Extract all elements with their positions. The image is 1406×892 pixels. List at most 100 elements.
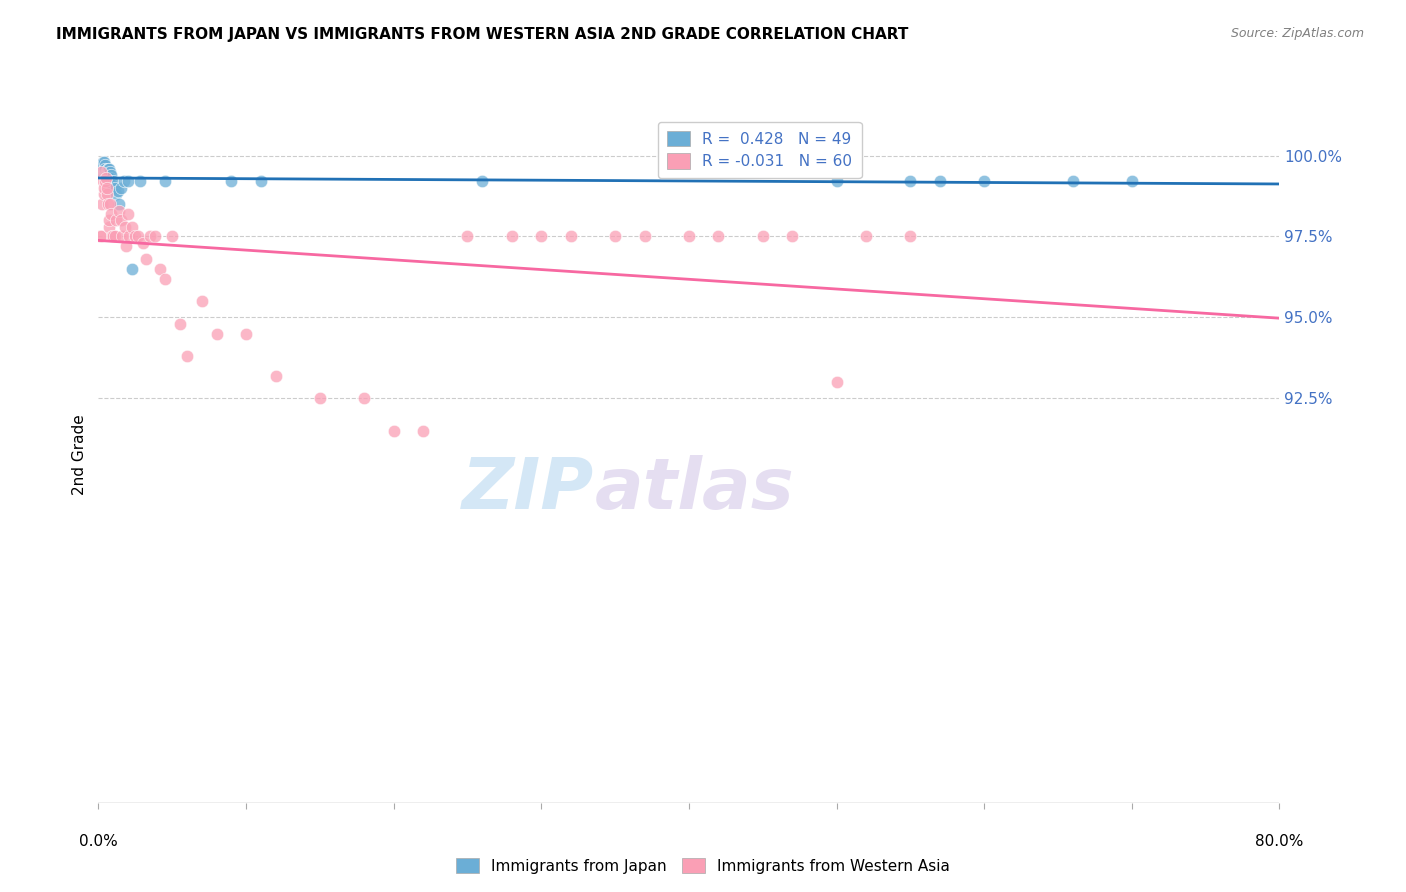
Point [176, 349, 198, 363]
Point [139, 229, 162, 244]
Point [169, 317, 191, 331]
Point [94, 165, 117, 179]
Point [91, 158, 114, 172]
Point [124, 229, 146, 244]
Point [825, 375, 848, 389]
Point [93, 181, 115, 195]
Point [973, 174, 995, 188]
Point [101, 178, 124, 192]
Point [89, 229, 111, 244]
Point [501, 229, 523, 244]
Point [100, 178, 122, 192]
Point [382, 424, 405, 438]
Point [94, 168, 117, 182]
Point [1062, 174, 1084, 188]
Point [221, 174, 243, 188]
Point [112, 174, 135, 188]
Point [353, 392, 375, 406]
Point [91, 165, 114, 179]
Point [153, 271, 176, 285]
Point [128, 174, 150, 188]
Point [127, 229, 149, 244]
Point [471, 174, 494, 188]
Point [97, 219, 120, 234]
Text: Source: ZipAtlas.com: Source: ZipAtlas.com [1230, 27, 1364, 40]
Point [104, 181, 127, 195]
Point [105, 187, 128, 202]
Text: IMMIGRANTS FROM JAPAN VS IMMIGRANTS FROM WESTERN ASIA 2ND GRADE CORRELATION CHAR: IMMIGRANTS FROM JAPAN VS IMMIGRANTS FROM… [56, 27, 908, 42]
Point [110, 181, 132, 195]
Point [93, 187, 115, 202]
Point [114, 219, 136, 234]
Point [117, 174, 139, 188]
Point [91, 161, 114, 176]
Point [94, 165, 117, 179]
Point [110, 213, 132, 227]
Point [530, 229, 553, 244]
Point [605, 229, 627, 244]
Point [105, 213, 128, 227]
Point [412, 424, 434, 438]
Point [100, 174, 122, 188]
Point [97, 161, 120, 176]
Point [100, 229, 122, 244]
Point [111, 229, 134, 244]
Point [98, 165, 121, 179]
Point [108, 197, 131, 211]
Point [149, 261, 172, 276]
Point [104, 229, 127, 244]
Point [90, 165, 112, 179]
Point [94, 174, 117, 188]
Point [250, 174, 273, 188]
Point [900, 229, 922, 244]
Point [98, 213, 121, 227]
Legend: R =  0.428   N = 49, R = -0.031   N = 60: R = 0.428 N = 49, R = -0.031 N = 60 [658, 121, 862, 178]
Point [93, 158, 115, 172]
Point [132, 235, 155, 250]
Point [108, 203, 131, 218]
Point [96, 181, 118, 195]
Point [97, 165, 120, 179]
Point [1121, 174, 1143, 188]
Point [97, 197, 120, 211]
Point [707, 229, 730, 244]
Point [98, 168, 121, 182]
Point [855, 229, 877, 244]
Point [100, 207, 122, 221]
Y-axis label: 2nd Grade: 2nd Grade [72, 415, 87, 495]
Point [309, 392, 332, 406]
Text: 0.0%: 0.0% [79, 834, 118, 849]
Point [94, 161, 117, 176]
Point [97, 165, 120, 179]
Point [90, 229, 112, 244]
Point [825, 174, 848, 188]
Point [143, 229, 166, 244]
Point [98, 171, 121, 186]
Point [97, 161, 120, 176]
Point [93, 165, 115, 179]
Point [94, 171, 117, 186]
Point [633, 229, 655, 244]
Point [91, 197, 114, 211]
Point [162, 229, 183, 244]
Point [264, 368, 287, 383]
Point [235, 326, 257, 341]
Point [96, 165, 118, 179]
Point [91, 174, 114, 188]
Text: 80.0%: 80.0% [1256, 834, 1303, 849]
Point [93, 155, 115, 169]
Point [135, 252, 157, 267]
Point [117, 207, 139, 221]
Point [90, 158, 112, 172]
Text: ZIP: ZIP [463, 455, 595, 524]
Point [560, 229, 582, 244]
Point [153, 174, 176, 188]
Point [103, 174, 125, 188]
Point [928, 174, 950, 188]
Point [118, 229, 141, 244]
Point [121, 261, 143, 276]
Point [100, 168, 122, 182]
Point [782, 229, 804, 244]
Point [678, 229, 700, 244]
Point [900, 174, 922, 188]
